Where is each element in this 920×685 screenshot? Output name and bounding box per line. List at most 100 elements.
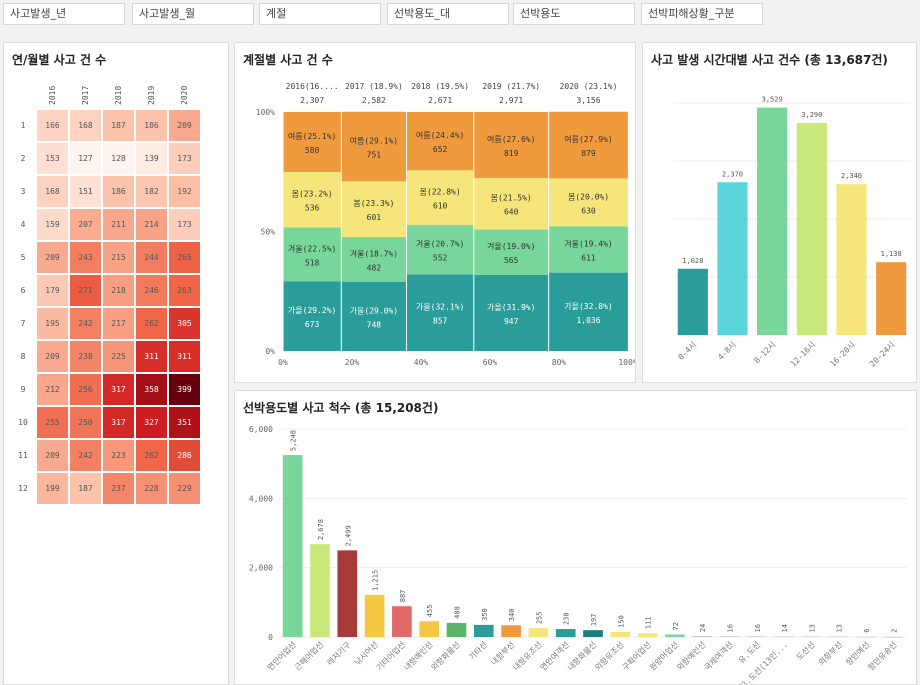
heatmap-cell[interactable]: 229 xyxy=(168,472,201,505)
mekko-segment[interactable] xyxy=(341,111,407,182)
heatmap-cell[interactable]: 195 xyxy=(36,307,69,340)
heatmap-cell[interactable]: 351 xyxy=(168,406,201,439)
heatmap-cell[interactable]: 237 xyxy=(102,472,135,505)
heatmap-cell[interactable]: 262 xyxy=(135,439,168,472)
vessel-bar[interactable] xyxy=(883,636,904,638)
heatmap-cell[interactable]: 186 xyxy=(135,109,168,142)
heatmap-cell[interactable]: 168 xyxy=(36,175,69,208)
vessel-bar[interactable] xyxy=(282,455,303,637)
time-bar[interactable] xyxy=(836,184,867,335)
vessel-bar[interactable] xyxy=(801,636,822,638)
mekko-segment[interactable] xyxy=(474,229,549,275)
heatmap-cell[interactable]: 286 xyxy=(168,439,201,472)
heatmap-cell[interactable]: 182 xyxy=(135,175,168,208)
vessel-bar[interactable] xyxy=(446,622,467,637)
heatmap-cell[interactable]: 242 xyxy=(69,307,102,340)
heatmap-cell[interactable]: 317 xyxy=(102,373,135,406)
heatmap-cell[interactable]: 207 xyxy=(69,208,102,241)
time-bar[interactable] xyxy=(757,107,788,335)
heatmap-cell[interactable]: 327 xyxy=(135,406,168,439)
filter-5[interactable]: 선박용도 xyxy=(513,3,635,25)
heatmap-cell[interactable]: 311 xyxy=(168,340,201,373)
vessel-bar-chart[interactable]: 02,0004,0006,0005,248연안어업선2,678근해어업선2,49… xyxy=(235,391,916,684)
heatmap-cell[interactable]: 250 xyxy=(69,406,102,439)
vessel-bar[interactable] xyxy=(719,636,740,637)
vessel-bar[interactable] xyxy=(419,621,440,637)
filter-2[interactable]: 사고발생_월 xyxy=(132,3,254,25)
mekko-segment[interactable] xyxy=(283,227,341,282)
heatmap-cell[interactable]: 265 xyxy=(168,241,201,274)
heatmap-cell[interactable]: 217 xyxy=(102,307,135,340)
heatmap-cell[interactable]: 139 xyxy=(135,142,168,175)
heatmap-cell[interactable]: 209 xyxy=(36,340,69,373)
heatmap-cell[interactable]: 209 xyxy=(36,241,69,274)
mekko-segment[interactable] xyxy=(549,178,628,227)
heatmap-cell[interactable]: 244 xyxy=(135,241,168,274)
heatmap-cell[interactable]: 243 xyxy=(69,241,102,274)
heatmap-cell[interactable]: 214 xyxy=(135,208,168,241)
heatmap-cell[interactable]: 212 xyxy=(36,373,69,406)
vessel-bar[interactable] xyxy=(583,630,603,637)
heatmap-cell[interactable]: 399 xyxy=(168,373,201,406)
heatmap-cell[interactable]: 358 xyxy=(135,373,168,406)
vessel-bar[interactable] xyxy=(392,606,412,637)
mekko-segment[interactable] xyxy=(549,226,628,273)
time-bar[interactable] xyxy=(717,182,748,335)
mekko-segment[interactable] xyxy=(341,236,407,282)
heatmap-cell[interactable]: 159 xyxy=(36,208,69,241)
heatmap-cell[interactable]: 186 xyxy=(102,175,135,208)
vessel-bar[interactable] xyxy=(637,633,658,637)
heatmap-cell[interactable]: 263 xyxy=(168,274,201,307)
heatmap-cell[interactable]: 256 xyxy=(69,373,102,406)
heatmap-cell[interactable]: 225 xyxy=(102,340,135,373)
vessel-bar[interactable] xyxy=(774,636,794,638)
vessel-bar[interactable] xyxy=(364,594,385,637)
heatmap-cell[interactable]: 255 xyxy=(36,406,69,439)
heatmap-cell[interactable]: 127 xyxy=(69,142,102,175)
heatmap-cell[interactable]: 246 xyxy=(135,274,168,307)
heatmap-cell[interactable]: 218 xyxy=(102,274,135,307)
vessel-bar[interactable] xyxy=(692,636,713,637)
mekko-segment[interactable] xyxy=(407,170,474,225)
heatmap-cell[interactable]: 173 xyxy=(168,142,201,175)
heatmap-cell[interactable]: 262 xyxy=(135,307,168,340)
vessel-bar[interactable] xyxy=(746,636,767,637)
vessel-bar[interactable] xyxy=(310,544,330,637)
heatmap-cell[interactable]: 173 xyxy=(168,208,201,241)
heatmap-cell[interactable]: 223 xyxy=(102,439,135,472)
vessel-bar[interactable] xyxy=(473,624,494,637)
heatmap-cell[interactable]: 228 xyxy=(135,472,168,505)
heatmap-cell[interactable]: 271 xyxy=(69,274,102,307)
heatmap-cell[interactable]: 311 xyxy=(135,340,168,373)
heatmap-cell[interactable]: 153 xyxy=(36,142,69,175)
heatmap-cell[interactable]: 168 xyxy=(69,109,102,142)
mekko-segment[interactable] xyxy=(549,111,628,179)
vessel-bar[interactable] xyxy=(528,628,549,637)
filter-4[interactable]: 선박용도_대 xyxy=(387,3,509,25)
filter-6[interactable]: 선박피해상황_구분 xyxy=(641,3,763,25)
mekko-segment[interactable] xyxy=(407,112,474,171)
vessel-bar[interactable] xyxy=(610,631,631,637)
season-marimekko-chart[interactable]: 0% 50% 100% 0% 20% 40% 60% 80% 100% 2016(16.... 2,… xyxy=(235,43,635,382)
vessel-bar[interactable] xyxy=(665,634,685,637)
heatmap-cell[interactable]: 192 xyxy=(168,175,201,208)
heatmap-cell[interactable]: 199 xyxy=(36,472,69,505)
time-bar[interactable] xyxy=(796,122,827,335)
heatmap-cell[interactable]: 305 xyxy=(168,307,201,340)
mekko-segment[interactable] xyxy=(283,281,341,351)
vessel-bar[interactable] xyxy=(337,550,358,637)
mekko-segment[interactable] xyxy=(474,177,549,230)
vessel-bar[interactable] xyxy=(555,629,576,637)
mekko-segment[interactable] xyxy=(283,112,341,172)
filter-1[interactable]: 사고발생_년 xyxy=(3,3,125,25)
heatmap-cell[interactable]: 211 xyxy=(102,208,135,241)
vessel-bar[interactable] xyxy=(856,636,876,638)
heatmap-cell[interactable]: 187 xyxy=(69,472,102,505)
heatmap-cell[interactable]: 179 xyxy=(36,274,69,307)
heatmap-cell[interactable]: 317 xyxy=(102,406,135,439)
vessel-bar[interactable] xyxy=(501,625,521,637)
heatmap-cell[interactable]: 166 xyxy=(36,109,69,142)
time-bar[interactable] xyxy=(876,262,907,335)
heatmap-cell[interactable]: 151 xyxy=(69,175,102,208)
mekko-segment[interactable] xyxy=(341,281,407,351)
